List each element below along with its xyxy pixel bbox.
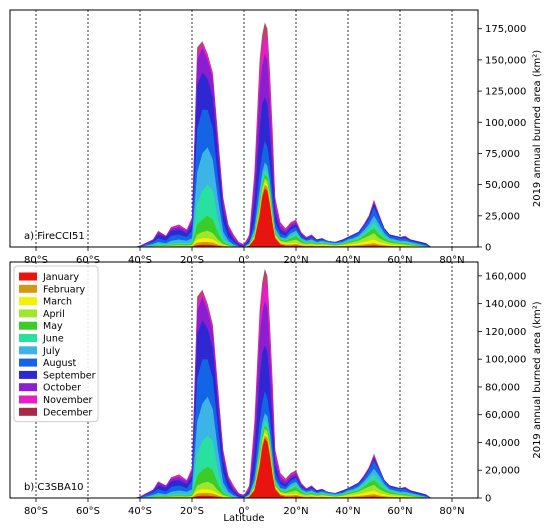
legend-swatch xyxy=(19,346,37,355)
y-tick-label: 160,000 xyxy=(485,271,526,282)
legend-label: October xyxy=(43,383,81,394)
legend-swatch xyxy=(19,370,37,379)
y-tick-label: 100,000 xyxy=(485,355,526,366)
x-tick-label: 80°S xyxy=(24,255,48,266)
panel-label: b) C3SBA10 xyxy=(24,482,84,493)
legend-swatch xyxy=(19,358,37,367)
x-tick-label: 20°S xyxy=(180,506,204,517)
legend-label: May xyxy=(43,321,63,332)
series-area-november xyxy=(134,278,432,498)
x-axis-label: Latitude xyxy=(223,513,264,524)
legend-swatch xyxy=(19,407,37,416)
x-tick-label: 40°S xyxy=(128,255,152,266)
legend-label: December xyxy=(43,407,92,418)
series-area-december xyxy=(134,268,432,498)
y-tick-label: 0 xyxy=(485,494,491,505)
legend-swatch xyxy=(19,309,37,318)
y-tick-label: 100,000 xyxy=(485,118,526,129)
x-tick-label: 20°S xyxy=(180,255,204,266)
x-tick-label: 80°N xyxy=(439,255,464,266)
series-area-may xyxy=(134,174,432,247)
series-area-november xyxy=(134,34,432,248)
x-tick-label: 80°N xyxy=(439,506,464,517)
legend-label: November xyxy=(43,395,93,406)
legend-label: June xyxy=(42,334,64,345)
legend-swatch xyxy=(19,395,37,404)
x-tick-label: 80°S xyxy=(24,506,48,517)
series-area-may xyxy=(134,425,432,498)
y-tick-label: 150,000 xyxy=(485,55,526,66)
x-tick-label: 60°S xyxy=(76,506,100,517)
legend-swatch xyxy=(19,383,37,392)
y-axis-label: 2019 annual burned area (km²) xyxy=(532,50,543,207)
y-tick-label: 50,000 xyxy=(485,180,520,191)
x-tick-label: 40°S xyxy=(128,506,152,517)
x-tick-label: 60°S xyxy=(76,255,100,266)
y-tick-label: 0 xyxy=(485,243,491,254)
legend-swatch xyxy=(19,272,37,281)
legend-swatch xyxy=(19,297,37,306)
x-tick-label: 40°N xyxy=(335,255,360,266)
y-tick-label: 40,000 xyxy=(485,438,520,449)
panel-firecci51: 80°S 60°S 40°S 20°S 0° 20°N 40°N 60°N 80°N 0 25,00… xyxy=(9,9,543,266)
y-tick-label: 175,000 xyxy=(485,24,526,35)
legend-label: January xyxy=(42,272,79,283)
x-tick-label: 60°N xyxy=(387,506,412,517)
x-tick-label: 60°N xyxy=(387,255,412,266)
legend-swatch xyxy=(19,334,37,342)
y-tick-label: 75,000 xyxy=(485,149,520,160)
x-tick-label: 40°N xyxy=(335,506,360,517)
y-tick-label: 20,000 xyxy=(485,466,520,477)
legend-label: September xyxy=(43,370,96,381)
series-area-september xyxy=(134,320,432,498)
x-tick-label: 20°N xyxy=(283,255,308,266)
y-tick-label: 80,000 xyxy=(485,382,520,393)
series-area-september xyxy=(134,72,432,248)
series-area-october xyxy=(134,47,432,248)
y-tick-label: 120,000 xyxy=(485,327,526,338)
series-area-october xyxy=(134,296,432,498)
y-axis-label: 2019 annual burned area (km²) xyxy=(532,301,543,458)
panel-c3sba10: 80°S 60°S 40°S 20°S 0° 20°N 40°N 60°N 80°N 0 20,00… xyxy=(9,261,543,517)
panel-label: a) FireCCI51 xyxy=(24,231,85,242)
legend-label: February xyxy=(43,284,85,295)
y-tick-label: 25,000 xyxy=(485,211,520,222)
legend-swatch xyxy=(19,321,37,330)
legend-label: July xyxy=(42,346,60,357)
y-tick-label: 125,000 xyxy=(485,87,526,98)
series-area-december xyxy=(134,22,432,247)
legend-label: April xyxy=(43,309,65,320)
legend-swatch xyxy=(19,284,37,293)
x-tick-label: 0° xyxy=(238,255,249,266)
x-tick-label: 0° xyxy=(238,506,249,517)
legend-label: March xyxy=(43,297,72,308)
x-tick-label: 20°N xyxy=(283,506,308,517)
legend-label: August xyxy=(43,358,77,369)
y-tick-label: 60,000 xyxy=(485,410,520,421)
y-tick-label: 140,000 xyxy=(485,299,526,310)
